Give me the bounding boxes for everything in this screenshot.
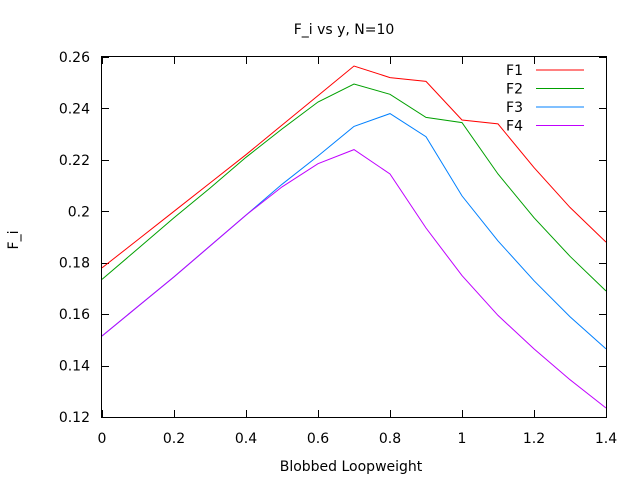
x-tick-label: 0 [98, 431, 107, 447]
axis-ticks: 0 0.2 0.4 0.6 0.8 1 1.2 1.4 0.12 0.14 0.16 0.18 0.2 0… [59, 50, 617, 447]
y-tick-label: 0.12 [59, 410, 90, 426]
x-axis-label: Blobbed Loopweight [280, 459, 423, 475]
x-tick-label: 1.2 [523, 431, 545, 447]
y-axis-label: F_i [6, 231, 22, 250]
y-tick-label: 0.18 [59, 256, 90, 272]
series-line-f1 [101, 65, 607, 269]
series-line-f4 [101, 149, 607, 409]
y-tick-label: 0.24 [59, 101, 90, 117]
legend-label-f2: F2 [506, 82, 523, 98]
plot-border [101, 56, 607, 418]
x-tick-label: 0.6 [307, 431, 329, 447]
legend-label-f4: F4 [506, 119, 523, 135]
x-tick-label: 0.8 [379, 431, 401, 447]
legend-label-f3: F3 [506, 100, 523, 116]
legend-label-f1: F1 [506, 63, 523, 79]
series-lines [101, 65, 607, 409]
legend: F1 F2 F3 F4 [506, 63, 584, 135]
y-tick-label: 0.2 [68, 204, 90, 220]
series-line-f2 [101, 83, 607, 292]
chart-title: F_i vs y, N=10 [294, 22, 395, 38]
y-tick-label: 0.22 [59, 153, 90, 169]
x-tick-label: 1 [458, 431, 467, 447]
y-tick-label: 0.14 [59, 359, 90, 375]
series-line-f3 [101, 113, 607, 350]
x-tick-label: 0.4 [235, 431, 257, 447]
y-tick-label: 0.16 [59, 307, 90, 323]
x-tick-label: 0.2 [163, 431, 185, 447]
x-tick-label: 1.4 [595, 431, 617, 447]
y-tick-label: 0.26 [59, 50, 90, 66]
